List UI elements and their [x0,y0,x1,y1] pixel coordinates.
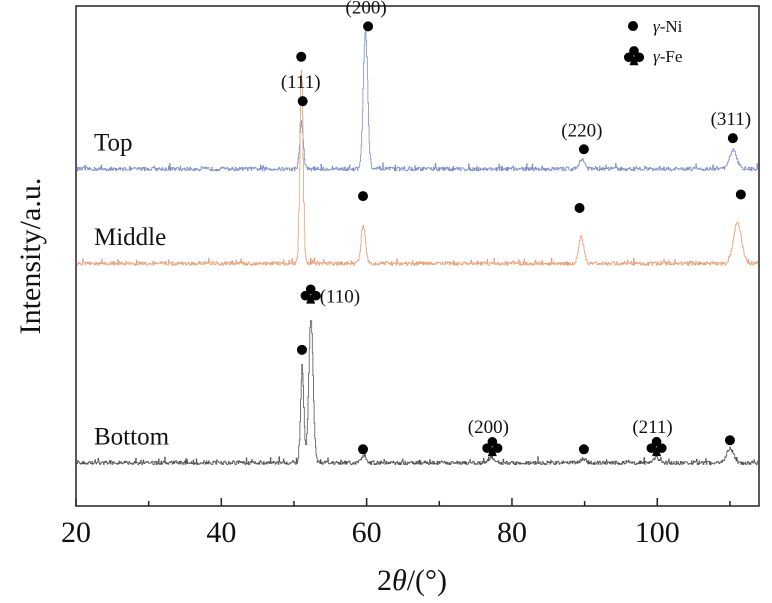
fe-peak-marker [646,436,667,457]
ni-peak-marker [578,444,589,455]
ni-peak-marker [735,189,746,200]
legend-circle-marker [628,21,638,31]
fe-peak-marker [482,436,503,457]
x-axis-title-suffix: /(°) [407,564,447,597]
legend-label-fe: γ-Fe [653,47,682,66]
peak-label: (200) [468,417,509,438]
legend-ni-phase: γ [653,17,661,36]
series-label-bottom: Bottom [94,423,170,450]
fe-peak-marker [300,284,321,304]
x-tick-label: 100 [635,516,680,549]
series-line-middle [76,70,759,266]
x-axis-title-prefix: 2 [377,564,392,597]
series-line-bottom [76,320,759,466]
peak-label: (211) [632,417,672,438]
x-axis: 20 40 60 80 100 [61,498,731,549]
x-tick-label: 60 [352,516,382,549]
x-axis-title: 2θ/(°) [377,564,447,597]
x-tick-label: 80 [497,516,527,549]
ni-peak-marker [358,444,369,455]
ni-peak-marker [578,144,589,155]
series-label-top: Top [94,129,133,156]
legend-club-marker [623,46,645,66]
legend-fe-element: -Fe [660,47,683,66]
legend: γ-Ni γ-Fe [623,17,683,66]
peak-label: (220) [561,120,602,141]
peak-label: (200) [346,0,387,18]
ni-peak-marker [296,344,307,355]
legend-fe-phase: γ [653,47,661,66]
club-icon [623,46,645,66]
plot-frame [75,5,760,507]
peak-label: (110) [320,286,360,307]
ni-peak-marker [358,191,369,202]
ni-peak-marker [574,203,585,214]
series-label-middle: Middle [94,224,166,251]
legend-ni-element: -Ni [660,17,683,36]
peak-label: (311) [711,109,751,130]
ni-peak-marker [363,21,374,32]
peak-label: (111) [281,72,321,93]
legend-label-ni: γ-Ni [653,17,683,36]
x-axis-title-theta: θ [392,564,407,597]
ni-peak-marker [297,96,308,107]
ni-peak-marker [296,51,307,62]
marker-layer: (111) (200) (220) (311) (110) (200) (211) [281,0,751,457]
x-tick-label: 40 [206,516,236,549]
ni-peak-marker [724,435,735,446]
x-tick-label: 20 [61,516,91,549]
series-line-top [76,29,759,172]
series-layer: Top Middle Bottom [76,29,759,466]
ni-peak-marker [727,133,738,144]
y-axis-title: Intensity/a.u. [14,178,47,335]
